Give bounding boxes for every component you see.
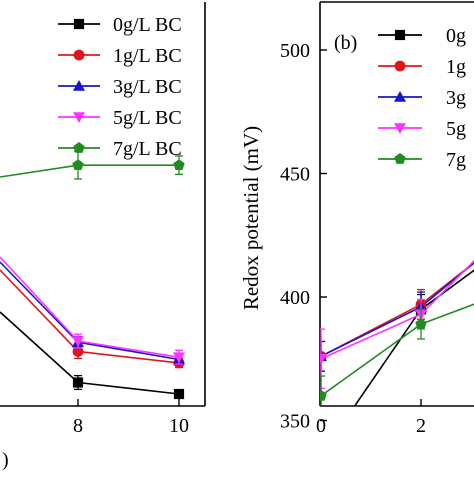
right-legend-marker (394, 91, 406, 102)
right-series-line (320, 306, 422, 357)
right-y-tick-label: 350 (280, 411, 310, 433)
legend-label: 5g/L BC (113, 107, 182, 129)
right-legend-marker (394, 123, 406, 134)
right-y-axis-label: Redox potential (mV) (239, 126, 263, 310)
right-legend-marker (394, 29, 406, 41)
right-legend-marker (394, 153, 406, 164)
left-data-point (72, 346, 84, 357)
right-series-line (420, 261, 474, 308)
right-legend-label: 7g (446, 149, 466, 171)
right-series-line (420, 259, 474, 315)
left-series-line (0, 311, 79, 384)
right-legend-label: 1g (446, 56, 466, 78)
left-series-line (0, 164, 79, 178)
left-panel-plot-area (0, 150, 185, 400)
left-series-line (0, 261, 79, 343)
legend-marker (73, 80, 85, 91)
right-legend-label: 0g (446, 25, 466, 47)
right-y-tick-label: 450 (280, 164, 310, 186)
right-y-tick-label: 500 (280, 40, 310, 62)
left-series-line (77, 341, 180, 361)
left-x-axis-label-fragment: ) (2, 449, 9, 471)
left-data-point (173, 159, 185, 170)
right-series-line (320, 313, 422, 360)
legend-layer: 0g/L BC 1g/L BC 3g/L BC 5g/L BC 7g/L BC 0g 1g 3… (58, 14, 466, 171)
left-series-line (77, 381, 180, 395)
right-data-point (316, 450, 326, 460)
panel-label-b: (b) (334, 32, 357, 54)
right-series-line (353, 308, 422, 406)
legend-marker (73, 112, 85, 123)
left-series-line (0, 269, 79, 353)
right-series-line (420, 261, 474, 306)
right-data-point (415, 318, 427, 329)
right-y-tick-label: 400 (280, 287, 310, 309)
left-data-point (72, 336, 84, 348)
legend-marker (73, 18, 85, 30)
left-series-line (0, 256, 79, 342)
right-legend-label: 3g (446, 87, 466, 109)
right-series-line (420, 303, 474, 325)
right-x-tick-label: 2 (416, 415, 426, 437)
right-panel-plot-area (316, 259, 474, 460)
right-series-line (420, 269, 474, 310)
legend-label: 0g/L BC (113, 14, 182, 36)
right-data-point (320, 389, 327, 401)
left-data-point (173, 388, 185, 400)
legend-marker (73, 49, 85, 61)
legend-label: 7g/L BC (113, 138, 182, 160)
right-data-point (320, 353, 327, 365)
left-data-point (173, 352, 185, 364)
label-layer: Redox potential (mV) (b) (239, 32, 357, 310)
right-legend-marker (394, 60, 406, 72)
left-x-tick-label: 10 (169, 415, 189, 437)
legend-marker (73, 142, 85, 153)
left-series-line (77, 350, 180, 364)
legend-label: 1g/L BC (113, 45, 182, 67)
right-series-line (320, 323, 422, 397)
right-legend-label: 5g (446, 118, 466, 140)
left-data-point (72, 159, 84, 170)
right-x-tick-label: 0 (316, 415, 326, 437)
left-series-line (77, 340, 180, 358)
legend-label: 3g/L BC (113, 76, 182, 98)
left-x-tick-label: 8 (73, 415, 83, 437)
left-data-point (72, 377, 84, 388)
